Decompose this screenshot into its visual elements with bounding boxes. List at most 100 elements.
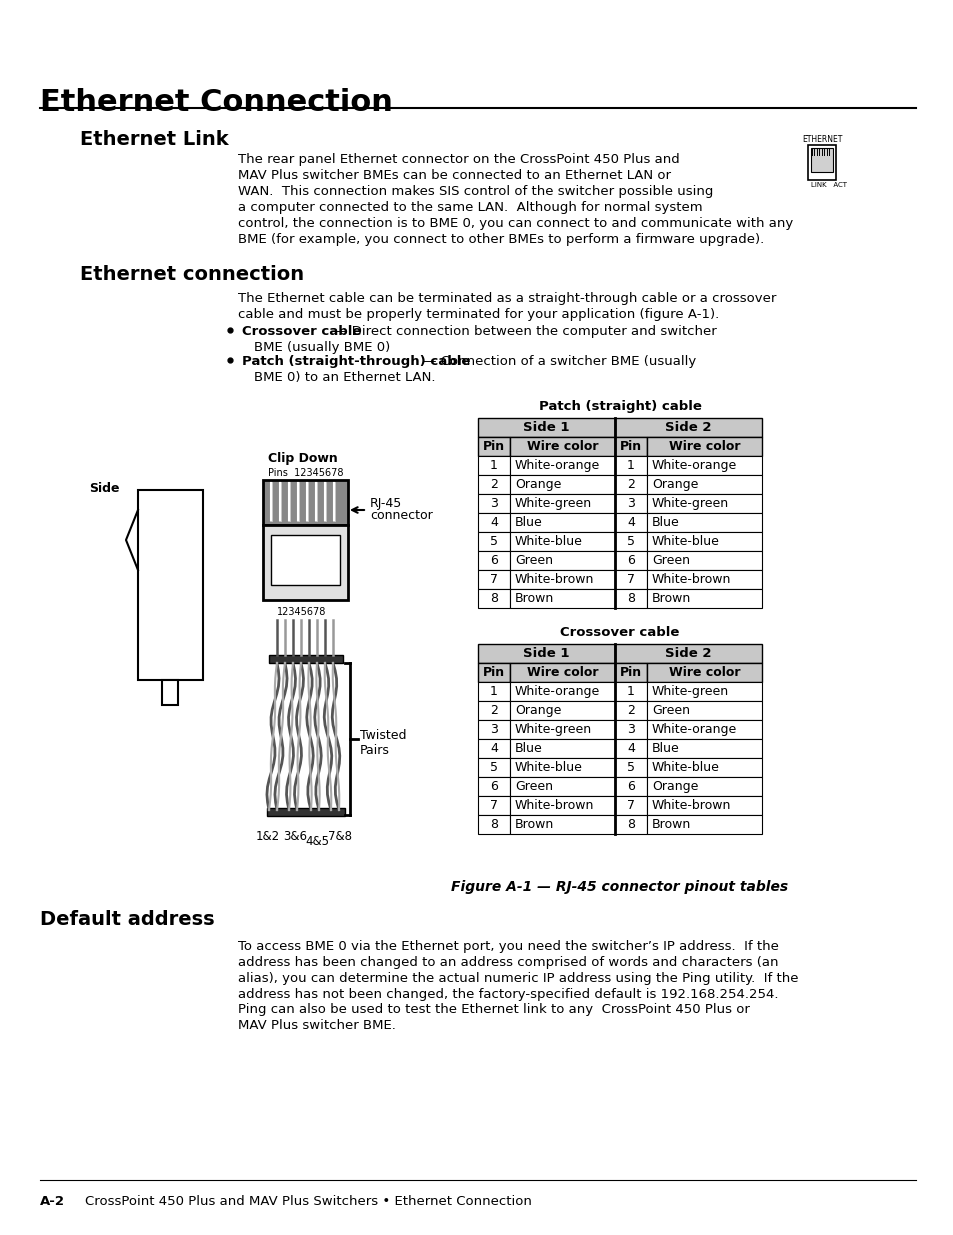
Text: 3: 3 — [490, 722, 497, 736]
Text: 2: 2 — [490, 478, 497, 492]
Bar — [615, 663, 646, 682]
Bar — [646, 663, 761, 682]
Text: Brown: Brown — [651, 592, 691, 605]
Text: 6: 6 — [490, 781, 497, 793]
Text: 2: 2 — [626, 704, 635, 718]
Text: Ethernet connection: Ethernet connection — [80, 266, 304, 284]
Text: 8: 8 — [626, 592, 635, 605]
Text: 6: 6 — [626, 555, 635, 567]
Text: connector: connector — [370, 509, 433, 522]
Bar — [477, 475, 510, 494]
Text: 5: 5 — [626, 761, 635, 774]
Bar — [810, 148, 832, 172]
Bar — [510, 551, 615, 571]
Bar — [646, 797, 761, 815]
Text: 4: 4 — [490, 516, 497, 529]
Bar — [510, 589, 615, 608]
Bar — [477, 417, 615, 437]
Text: Blue: Blue — [515, 516, 542, 529]
Text: — Direct connection between the computer and switcher: — Direct connection between the computer… — [330, 325, 717, 338]
Text: CrossPoint 450 Plus and MAV Plus Switchers • Ethernet Connection: CrossPoint 450 Plus and MAV Plus Switche… — [68, 1195, 532, 1208]
Bar — [615, 532, 646, 551]
Text: The Ethernet cable can be terminated as a straight-through cable or a crossover: The Ethernet cable can be terminated as … — [237, 291, 776, 305]
Text: White-brown: White-brown — [515, 573, 594, 585]
Text: Blue: Blue — [651, 516, 679, 529]
Bar — [477, 663, 510, 682]
Text: ETHERNET: ETHERNET — [801, 135, 841, 144]
Text: 7: 7 — [626, 573, 635, 585]
Text: Side 2: Side 2 — [664, 647, 711, 659]
Bar — [615, 701, 646, 720]
Text: Wire color: Wire color — [526, 666, 598, 679]
Bar — [510, 494, 615, 513]
Bar — [477, 701, 510, 720]
Text: 7: 7 — [626, 799, 635, 811]
Text: Wire color: Wire color — [526, 440, 598, 453]
Text: 2: 2 — [490, 704, 497, 718]
Text: Default address: Default address — [40, 910, 214, 929]
Text: Pin: Pin — [619, 440, 641, 453]
Text: 5: 5 — [490, 761, 497, 774]
Bar — [615, 720, 646, 739]
Bar — [646, 739, 761, 758]
Text: BME (usually BME 0): BME (usually BME 0) — [253, 341, 390, 354]
Text: Orange: Orange — [651, 781, 698, 793]
Text: alias), you can determine the actual numeric IP address using the Ping utility. : alias), you can determine the actual num… — [237, 972, 798, 986]
Bar — [646, 815, 761, 834]
Text: control, the connection is to BME 0, you can connect to and communicate with any: control, the connection is to BME 0, you… — [237, 217, 792, 230]
Text: White-blue: White-blue — [515, 535, 582, 548]
Text: Pairs: Pairs — [359, 743, 390, 757]
Bar — [477, 643, 615, 663]
Bar — [263, 480, 348, 525]
Bar — [263, 525, 348, 600]
Bar — [510, 475, 615, 494]
Bar — [510, 682, 615, 701]
Bar — [510, 456, 615, 475]
Bar — [477, 777, 510, 797]
Text: Blue: Blue — [651, 742, 679, 755]
Text: 4: 4 — [490, 742, 497, 755]
Bar — [510, 720, 615, 739]
Text: 6: 6 — [626, 781, 635, 793]
Text: cable and must be properly terminated for your application (figure A-1).: cable and must be properly terminated fo… — [237, 308, 719, 321]
Text: Pin: Pin — [619, 666, 641, 679]
Bar — [510, 701, 615, 720]
Bar — [477, 551, 510, 571]
Text: 5: 5 — [626, 535, 635, 548]
Text: White-orange: White-orange — [515, 685, 599, 698]
Bar — [477, 513, 510, 532]
Text: BME 0) to an Ethernet LAN.: BME 0) to an Ethernet LAN. — [253, 370, 435, 384]
Bar — [646, 513, 761, 532]
Text: 2: 2 — [626, 478, 635, 492]
Text: 4: 4 — [626, 742, 635, 755]
Text: Side: Side — [90, 482, 120, 495]
Bar — [162, 680, 178, 705]
Text: 8: 8 — [490, 818, 497, 831]
Text: 1: 1 — [626, 685, 635, 698]
Bar — [477, 532, 510, 551]
Bar — [615, 758, 646, 777]
Text: Green: Green — [651, 555, 689, 567]
Bar — [646, 720, 761, 739]
Text: White-blue: White-blue — [651, 761, 720, 774]
Text: 3&6: 3&6 — [283, 830, 307, 844]
Bar — [510, 532, 615, 551]
Bar — [510, 758, 615, 777]
Bar — [615, 815, 646, 834]
Text: To access BME 0 via the Ethernet port, you need the switcher’s IP address.  If t: To access BME 0 via the Ethernet port, y… — [237, 940, 778, 953]
Text: Pin: Pin — [482, 440, 504, 453]
Text: Pins  12345678: Pins 12345678 — [268, 468, 343, 478]
Text: Brown: Brown — [515, 592, 554, 605]
Bar — [646, 571, 761, 589]
Text: 1&2: 1&2 — [255, 830, 280, 844]
Text: White-green: White-green — [515, 496, 592, 510]
Bar — [646, 437, 761, 456]
Text: White-brown: White-brown — [515, 799, 594, 811]
Text: Green: Green — [515, 555, 553, 567]
Bar — [615, 513, 646, 532]
Text: 8: 8 — [626, 818, 635, 831]
Bar — [615, 682, 646, 701]
Text: A-2: A-2 — [40, 1195, 65, 1208]
Bar — [271, 535, 339, 585]
Text: WAN.  This connection makes SIS control of the switcher possible using: WAN. This connection makes SIS control o… — [237, 185, 713, 198]
